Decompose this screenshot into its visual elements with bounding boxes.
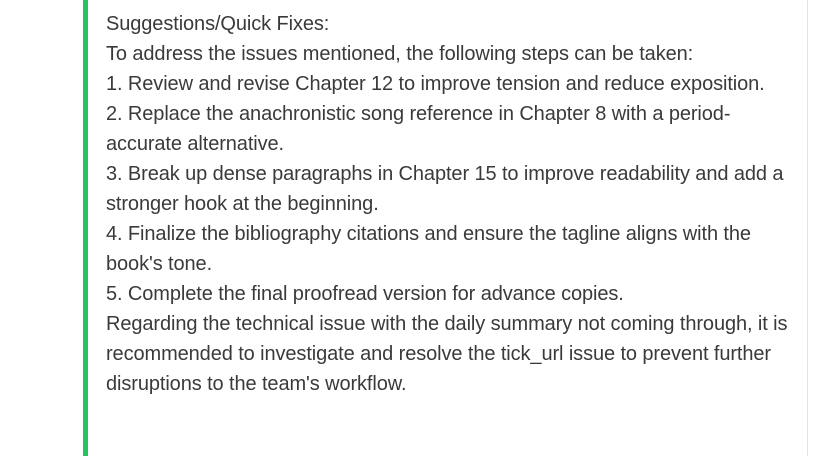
step-item-1: 1. Review and revise Chapter 12 to impro… bbox=[106, 73, 765, 95]
message-body: Suggestions/Quick Fixes: To address the … bbox=[106, 9, 799, 399]
step-item-5: 5. Complete the final proofread version … bbox=[106, 283, 624, 305]
intro-text: To address the issues mentioned, the fol… bbox=[106, 43, 694, 65]
step-item-2: 2. Replace the anachronistic song refere… bbox=[106, 103, 731, 155]
section-heading: Suggestions/Quick Fixes: bbox=[106, 13, 330, 35]
closing-text: Regarding the technical issue with the d… bbox=[106, 313, 788, 395]
step-item-3: 3. Break up dense paragraphs in Chapter … bbox=[106, 163, 784, 215]
message-card: Suggestions/Quick Fixes: To address the … bbox=[83, 0, 808, 456]
step-item-4: 4. Finalize the bibliography citations a… bbox=[106, 223, 751, 275]
